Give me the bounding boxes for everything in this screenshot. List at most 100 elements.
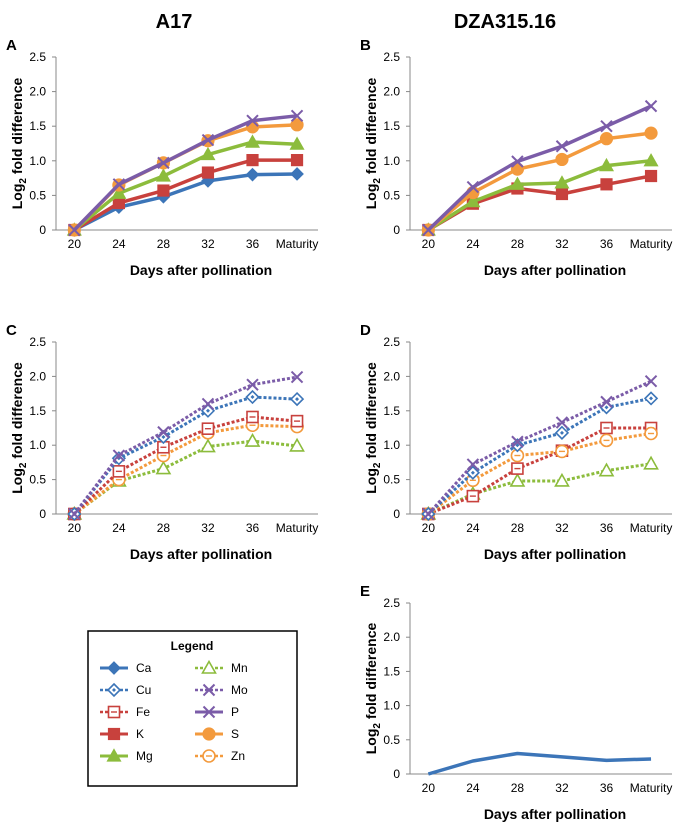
legend-marker-mn — [201, 659, 217, 674]
point-k-maturity — [290, 154, 304, 167]
legend-box — [87, 630, 298, 787]
point-p-20 — [68, 223, 81, 237]
series-line-mn — [73, 439, 298, 516]
y-tick-label-a: 1.5 — [29, 119, 46, 133]
point-mg-maturity — [643, 153, 659, 167]
y-axis-title-d: Log2 fold difference — [363, 362, 383, 494]
point-p-28 — [157, 156, 170, 170]
y-tick-label-d: 2.0 — [383, 369, 400, 383]
x-tick-label-d: 24 — [466, 521, 480, 535]
legend-label-p: P — [231, 705, 239, 719]
y-tick-label-e: 2.0 — [383, 630, 400, 644]
point-k-32 — [555, 187, 569, 201]
point-mo-32 — [555, 416, 569, 429]
y-axis-title-c: Log2 fold difference — [9, 362, 29, 494]
panel-d: D 0 0.5 1.0 1.5 2.0 2.5 20 24 28 32 36 Maturity Days … — [360, 322, 672, 562]
series-cu-c — [67, 389, 305, 522]
legend-label-mo: Mo — [231, 683, 248, 697]
y-tick-label-a: 2.5 — [29, 50, 46, 64]
point-p-28 — [511, 155, 524, 168]
y-tick-label-a: 2.0 — [29, 85, 46, 99]
y-tick-label-d: 1.0 — [383, 438, 400, 452]
series-mg-b — [420, 153, 659, 236]
x-axis-title-b: Days after pollination — [484, 262, 626, 278]
point-p-32 — [201, 133, 215, 147]
point-mo-24 — [466, 458, 480, 471]
legend-item-ca: Ca — [100, 661, 152, 675]
legend-marker-cu-dot — [112, 688, 116, 692]
series-ca-e — [427, 751, 652, 776]
point-mg-36 — [244, 134, 261, 148]
column-title-dza315: DZA315.16 — [454, 11, 556, 33]
legend-label-mn: Mn — [231, 661, 248, 675]
point-mg-24 — [465, 193, 481, 208]
x-tick-label-a: 32 — [201, 237, 215, 251]
point-mo-24 — [112, 449, 126, 462]
point-p-32 — [555, 140, 569, 153]
x-tick-label-d: 32 — [555, 521, 569, 535]
point-ca-maturity — [290, 167, 304, 181]
point-cu-28-dot — [161, 434, 166, 439]
point-cu-28-dot — [515, 443, 520, 448]
point-s-maturity — [644, 126, 658, 140]
point-mn-32 — [200, 438, 216, 453]
legend-item-cu: Cu — [100, 682, 151, 698]
series-line-ca — [427, 751, 652, 776]
y-tick-label-c: 2.0 — [29, 369, 46, 383]
series-mg-a — [66, 134, 305, 236]
y-tick-label-b: 1.5 — [383, 119, 400, 133]
series-line-cu — [73, 395, 298, 515]
point-mo-36 — [600, 395, 613, 409]
x-tick-label-e: 28 — [511, 781, 525, 795]
point-mg-28 — [155, 168, 171, 182]
y-tick-label-b: 2.5 — [383, 50, 400, 64]
series-line-cu — [427, 396, 652, 516]
x-tick-label-b: 32 — [555, 237, 569, 251]
series-mo-d — [422, 375, 658, 521]
point-mo-32 — [201, 397, 215, 411]
point-mn-36 — [598, 462, 615, 477]
series-line-k — [73, 158, 298, 232]
y-tick-label-b: 0 — [393, 223, 400, 237]
series-line-mo — [427, 379, 652, 516]
legend-item-mg: Mg — [100, 748, 153, 763]
x-tick-label-a: 28 — [157, 237, 171, 251]
y-tick-label-e: 2.5 — [383, 596, 400, 610]
x-tick-label-b: 36 — [600, 237, 614, 251]
legend-item-mn: Mn — [195, 659, 248, 675]
point-mo-36 — [246, 378, 259, 391]
series-p-a — [68, 109, 304, 237]
point-k-28 — [157, 184, 170, 197]
y-axis-title-b: Log2 fold difference — [363, 78, 383, 210]
panel-b: B 0 0.5 1.0 1.5 2.0 2.5 20 24 28 32 36 Maturity Days … — [360, 37, 672, 278]
x-tick-label-d: Maturity — [630, 521, 673, 535]
legend-marker-s — [202, 727, 216, 741]
point-mg-32 — [200, 146, 216, 161]
panel-label-e: E — [360, 583, 370, 600]
point-ca-36 — [245, 167, 260, 182]
x-tick-label-e: 20 — [422, 781, 436, 795]
x-tick-label-d: 28 — [511, 521, 525, 535]
legend-title: Legend — [171, 639, 214, 653]
series-line-ca — [73, 172, 298, 232]
series-line-mn — [427, 462, 652, 516]
point-mn-maturity — [289, 437, 305, 452]
x-tick-label-e: Maturity — [630, 781, 673, 795]
point-cu-36-dot — [604, 405, 609, 410]
series-line-mg — [427, 159, 652, 232]
x-tick-label-b: 28 — [511, 237, 525, 251]
legend-label-k: K — [136, 727, 144, 741]
series-p-b — [422, 99, 658, 237]
x-tick-label-b: Maturity — [630, 237, 673, 251]
legend-marker-p — [202, 705, 216, 719]
legend-item-s: S — [195, 727, 239, 741]
x-tick-label-c: 36 — [246, 521, 260, 535]
panel-c: C 0 0.5 1.0 1.5 2.0 2.5 20 24 28 32 36 Maturity Days … — [6, 322, 318, 562]
legend-marker-ca — [107, 661, 121, 675]
point-cu-32-dot — [559, 430, 564, 435]
point-mg-maturity — [289, 136, 305, 150]
x-tick-label-b: 20 — [422, 237, 436, 251]
panel-label-a: A — [6, 37, 17, 54]
point-p-36 — [600, 119, 613, 133]
point-mn-28 — [155, 460, 172, 475]
